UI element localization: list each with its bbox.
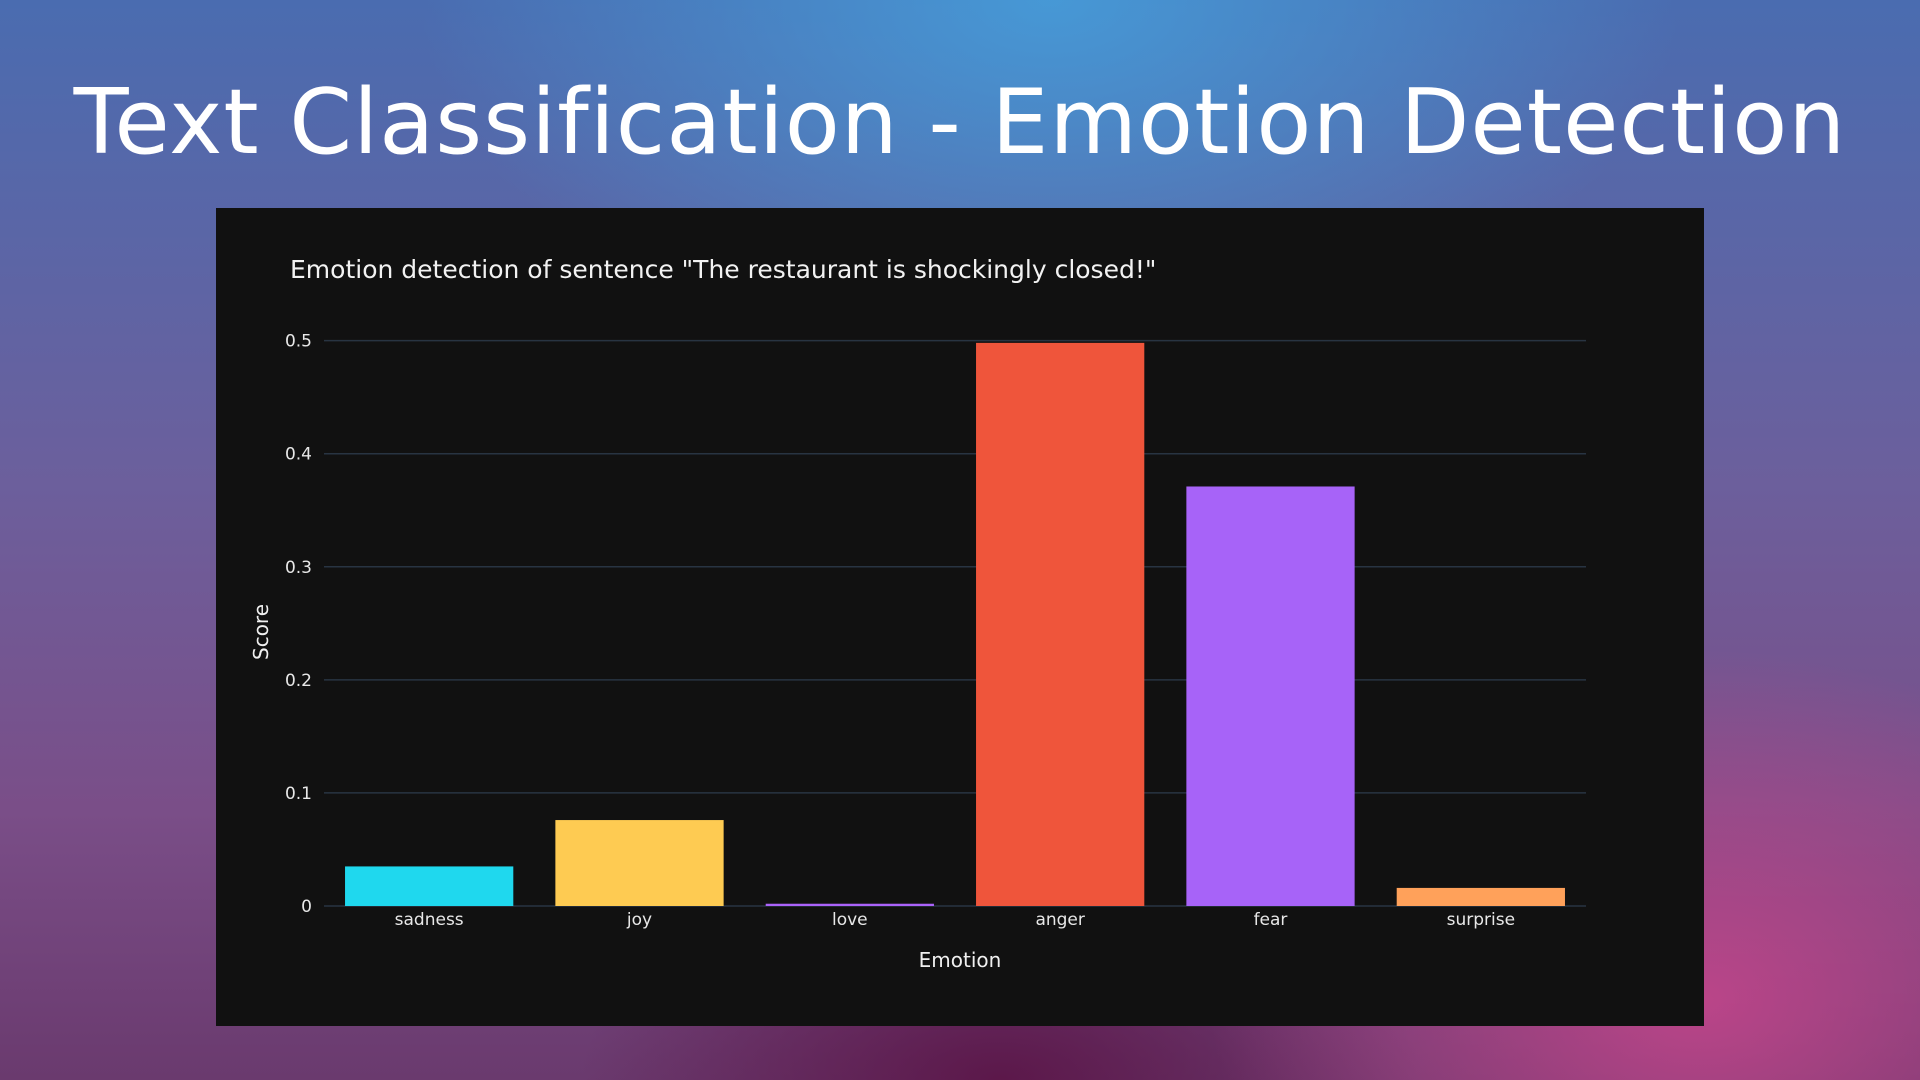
y-tick-label: 0.5 bbox=[285, 332, 312, 352]
x-axis-title: Emotion bbox=[919, 948, 1002, 972]
chart-panel: Emotion detection of sentence "The resta… bbox=[216, 208, 1704, 1026]
y-tick-label: 0.2 bbox=[285, 671, 312, 691]
gridlines bbox=[324, 339, 1586, 907]
x-tick-label-fear: fear bbox=[1254, 910, 1288, 930]
x-tick-label-anger: anger bbox=[1035, 910, 1084, 930]
slide-title: Text Classification - Emotion Detection bbox=[73, 70, 1847, 175]
bar-anger bbox=[976, 342, 1145, 906]
chart-title: Emotion detection of sentence "The resta… bbox=[290, 255, 1156, 284]
x-tick-label-love: love bbox=[832, 910, 868, 930]
x-axis-ticks: sadness joy love anger fear surprise bbox=[395, 910, 1515, 930]
x-tick-label-joy: joy bbox=[626, 910, 652, 930]
x-tick-label-sadness: sadness bbox=[395, 910, 464, 930]
bar-joy bbox=[555, 820, 724, 906]
x-tick-label-surprise: surprise bbox=[1447, 910, 1515, 930]
bar-fear bbox=[1186, 486, 1355, 906]
y-tick-label: 0.1 bbox=[285, 784, 312, 804]
y-axis-ticks: 0 0.1 0.2 0.3 0.4 0.5 bbox=[285, 332, 312, 917]
y-tick-label: 0 bbox=[301, 897, 312, 917]
bar-sadness bbox=[345, 866, 514, 906]
y-tick-label: 0.3 bbox=[285, 558, 312, 578]
y-axis-title: Score bbox=[249, 604, 273, 660]
bar-chart: Emotion detection of sentence "The resta… bbox=[249, 255, 1586, 972]
y-tick-label: 0.4 bbox=[285, 445, 312, 465]
bars bbox=[345, 342, 1565, 906]
bar-love bbox=[765, 903, 934, 906]
bar-surprise bbox=[1396, 887, 1565, 906]
